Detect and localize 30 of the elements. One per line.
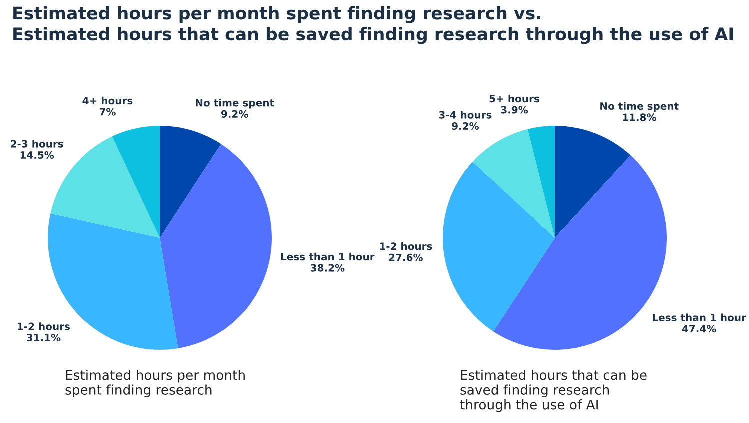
data-label: 31.1% <box>27 334 61 342</box>
slice-label: No time spent <box>600 102 679 112</box>
slice-label: 3-4 hours <box>439 111 492 119</box>
slice-label: Less than 1 hour <box>281 252 375 261</box>
text: Estimated hours that can be saved finding research through the use of AI <box>460 370 647 412</box>
data-label: 9.2% <box>452 122 480 130</box>
pie-slice <box>528 126 555 238</box>
pie-slice <box>555 126 631 238</box>
data-label: 11.8% <box>623 114 656 122</box>
pie-slice <box>112 126 160 238</box>
data-label: 47.4% <box>682 325 716 333</box>
slice-label: Less than 1 hour <box>653 314 746 322</box>
slice-label: 1-2 hours <box>18 322 70 330</box>
data-label: 7% <box>100 108 116 116</box>
pie-slice <box>160 144 272 349</box>
data-label: 3.9% <box>501 106 528 114</box>
slice-label: 5+ hours <box>490 94 540 103</box>
data-label: 38.2% <box>311 264 345 272</box>
pie-slice <box>472 129 555 238</box>
slice-label: 1-2 hours <box>380 242 432 250</box>
slice-label: No time spent <box>196 99 274 109</box>
text: Estimated hours per month spent finding research <box>66 370 245 398</box>
slice-label: 4+ hours <box>82 96 133 105</box>
data-label: 27.6% <box>389 254 423 262</box>
data-label: 14.5% <box>20 151 54 160</box>
slice-label: 2-3 hours <box>11 140 64 148</box>
pie-slice <box>160 126 222 238</box>
pie-slice <box>443 162 555 332</box>
data-label: 9.2% <box>221 110 248 118</box>
chart-title: Estimated hours per month spent finding research vs. Estimated hours that can be saved finding research through the use of AI <box>14 6 733 44</box>
